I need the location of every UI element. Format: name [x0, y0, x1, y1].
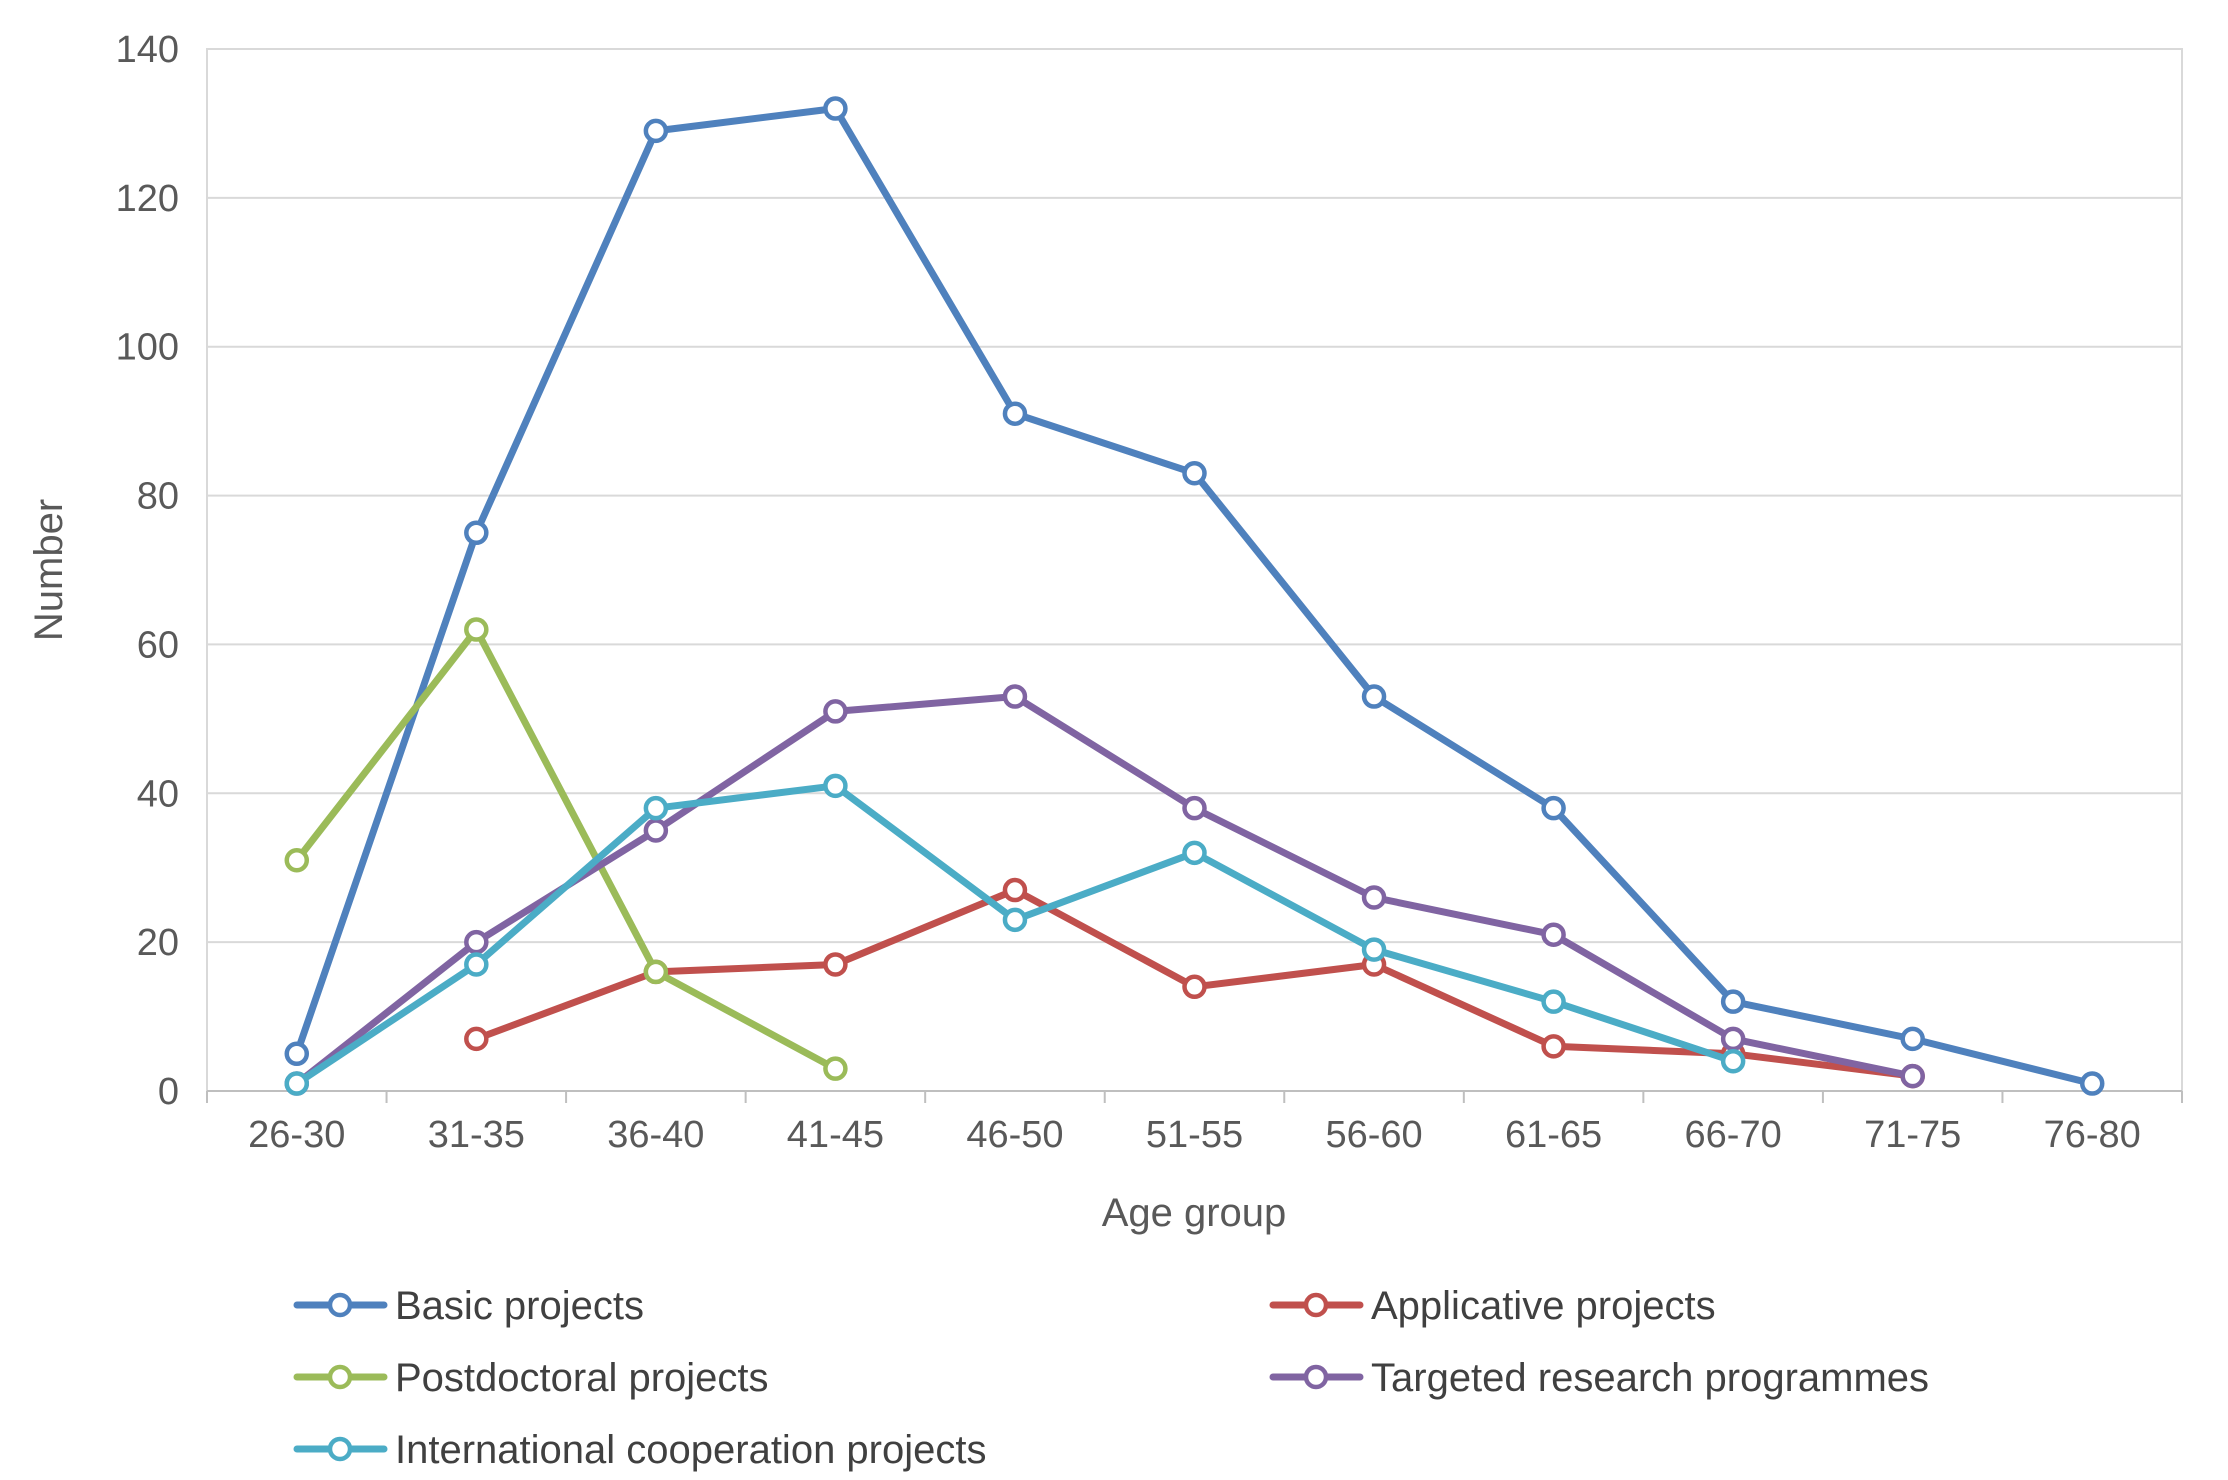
legend-item-postdoctoral-projects: Postdoctoral projects [293, 1356, 769, 1400]
series-postdoctoral-projects [284, 617, 848, 1081]
data-point [643, 118, 669, 144]
data-point [464, 929, 489, 955]
series-applicative-projects [464, 877, 1925, 1089]
x-tick-label: 31-35 [428, 1114, 525, 1156]
data-point [1900, 1026, 1925, 1052]
plot-area [206, 48, 2183, 1092]
data-point [284, 1071, 310, 1096]
legend-item-targeted-research-programmes: Targeted research programmes [1269, 1356, 1929, 1400]
series-group [284, 96, 2105, 1096]
data-point [643, 959, 669, 985]
x-tick-label: 66-70 [1685, 1114, 1782, 1156]
data-point [823, 773, 848, 799]
data-point [1361, 937, 1387, 962]
legend-label: Postdoctoral projects [395, 1356, 769, 1400]
data-point [1541, 1034, 1566, 1059]
legend: Basic projects Applicative projects Postdo… [293, 1284, 1929, 1472]
data-point [1541, 989, 1566, 1014]
x-tick-label: 71-75 [1864, 1114, 1961, 1156]
data-point [1002, 401, 1028, 426]
data-point [1541, 795, 1566, 821]
data-point [643, 795, 669, 821]
data-point [1900, 1063, 1925, 1089]
data-point [1361, 684, 1387, 709]
data-point [823, 96, 848, 121]
x-tick-label: 36-40 [607, 1114, 704, 1156]
x-tick-label: 61-65 [1505, 1114, 1602, 1156]
data-point [1182, 974, 1207, 1000]
y-axis-title: Number [27, 499, 71, 641]
x-axis: 26-30 31-35 36-40 41-45 46-50 51-55 56-60 61-65… [206, 1090, 2183, 1156]
legend-label: Basic projects [395, 1284, 644, 1328]
data-point [1182, 460, 1207, 486]
y-tick-label: 40 [137, 773, 179, 815]
legend-item-basic-projects: Basic projects [293, 1284, 644, 1328]
legend-marker [327, 1364, 353, 1390]
legend-label: International cooperation projects [395, 1428, 986, 1472]
x-tick-label: 41-45 [787, 1114, 884, 1156]
data-point [1361, 885, 1387, 910]
data-point [464, 1026, 489, 1052]
legend-item-international-cooperation-projects: International cooperation projects [293, 1428, 986, 1472]
data-point [284, 848, 310, 873]
y-tick-label: 60 [137, 624, 179, 666]
data-point [1720, 1026, 1746, 1052]
gridlines [207, 196, 2182, 944]
y-tick-label: 80 [137, 476, 179, 518]
legend-marker [1303, 1292, 1329, 1318]
data-point [464, 617, 489, 642]
data-point [823, 699, 848, 724]
legend-marker [327, 1436, 353, 1462]
data-point [2079, 1071, 2105, 1096]
data-point [284, 1041, 310, 1067]
x-tick-label: 56-60 [1325, 1114, 1422, 1156]
data-point [1720, 1048, 1746, 1074]
data-point [1720, 989, 1746, 1014]
x-tick-label: 76-80 [2044, 1114, 2141, 1156]
data-point [823, 952, 848, 977]
data-point [1002, 684, 1028, 709]
x-tick-label: 51-55 [1146, 1114, 1243, 1156]
y-tick-label: 100 [116, 327, 179, 369]
series-international-cooperation-projects [284, 773, 1746, 1096]
y-tick-label: 140 [116, 29, 179, 71]
y-tick-label: 0 [158, 1071, 179, 1113]
series-line [293, 626, 839, 1073]
legend-label: Applicative projects [1371, 1284, 1716, 1328]
x-tick-label: 26-30 [248, 1114, 345, 1156]
legend-marker [1303, 1364, 1329, 1390]
y-tick-label: 120 [116, 178, 179, 220]
legend-marker [327, 1292, 353, 1318]
data-point [1182, 795, 1207, 821]
data-point [464, 520, 489, 546]
y-tick-label: 20 [137, 922, 179, 964]
legend-item-applicative-projects: Applicative projects [1269, 1284, 1716, 1328]
data-point [823, 1056, 848, 1081]
series-basic-projects [284, 96, 2105, 1096]
data-point [1002, 907, 1028, 933]
data-point [1541, 922, 1566, 947]
x-axis-title: Age group [1102, 1191, 1287, 1235]
y-axis: 0 20 40 60 80 100 120 140 [116, 29, 179, 1113]
data-point [1002, 877, 1028, 903]
x-tick-label: 46-50 [966, 1114, 1063, 1156]
data-point [643, 818, 669, 843]
legend-label: Targeted research programmes [1371, 1356, 1929, 1400]
data-point [1182, 840, 1207, 866]
data-point [464, 952, 489, 977]
